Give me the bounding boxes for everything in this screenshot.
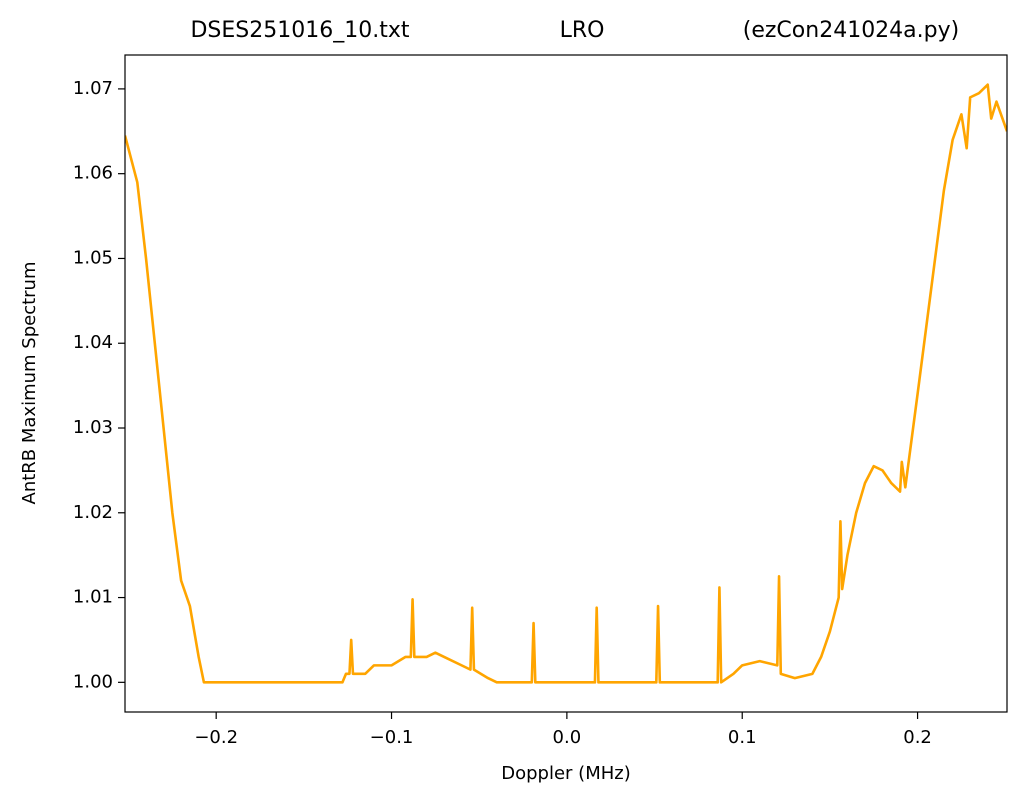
- x-tick-label: −0.2: [194, 727, 238, 748]
- y-axis-label: AntRB Maximum Spectrum: [19, 262, 40, 505]
- x-tick-label: 0.1: [728, 727, 757, 748]
- y-tick-label: 1.04: [73, 332, 113, 353]
- x-axis-label: Doppler (MHz): [501, 763, 630, 784]
- y-tick-label: 1.07: [73, 78, 113, 99]
- x-tick-label: 0.0: [553, 727, 582, 748]
- x-tick-label: −0.1: [370, 727, 414, 748]
- y-tick-label: 1.01: [73, 587, 113, 608]
- x-tick-label: 0.2: [903, 727, 932, 748]
- title-center: LRO: [560, 18, 605, 43]
- plot-frame: [124, 54, 1008, 713]
- series-line: [125, 83, 1007, 684]
- y-tick-label: 1.05: [73, 247, 113, 268]
- y-tick-label: 1.02: [73, 502, 113, 523]
- y-tick-label: 1.00: [73, 671, 113, 692]
- y-tick-label: 1.03: [73, 417, 113, 438]
- title-left: DSES251016_10.txt: [190, 18, 409, 43]
- title-right: (ezCon241024a.py): [743, 18, 959, 43]
- y-tick-label: 1.06: [73, 163, 113, 184]
